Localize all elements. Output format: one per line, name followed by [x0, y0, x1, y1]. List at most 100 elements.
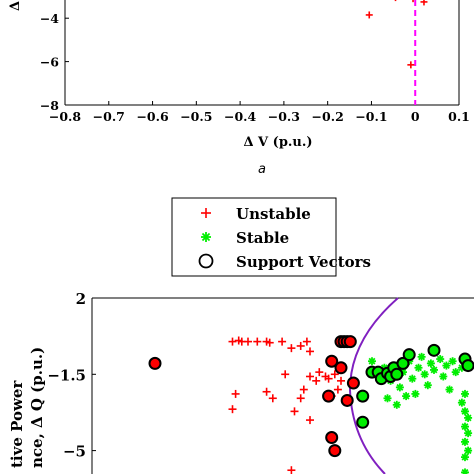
- top-x-ticks: −0.8 −0.7 −0.6 −0.5 −0.4 −0.3 −0.2 −0.1 0 0.1: [49, 101, 470, 124]
- top-x-tick-label: −0.1: [355, 109, 387, 124]
- bottom-support-vector: [148, 356, 162, 370]
- top-axes: [64, 0, 460, 106]
- bottom-unstable-point: [302, 337, 311, 346]
- bottom-stable-point: [457, 398, 466, 407]
- bottom-unstable-point: [306, 416, 314, 425]
- bottom-data-points: [148, 335, 474, 474]
- bottom-stable-point: [461, 437, 469, 446]
- bottom-axes: [91, 297, 474, 474]
- top-y-ticks: −4 −6 −8: [40, 11, 69, 113]
- top-y-tick-label: −4: [40, 11, 59, 26]
- bottom-unstable-point: [324, 374, 333, 383]
- bottom-support-vector: [340, 393, 354, 407]
- bottom-stable-point: [445, 385, 454, 394]
- top-plot: −0.8 −0.7 −0.6 −0.5 −0.4 −0.3 −0.2 −0.1 0 0.1 −4−…: [8, 0, 470, 177]
- bottom-support-vector: [402, 348, 416, 362]
- top-x-tick-label: 0.1: [448, 109, 470, 124]
- bottom-unstable-point: [281, 370, 290, 379]
- bottom-stable-point: [436, 355, 445, 364]
- bottom-unstable-point: [315, 368, 324, 377]
- bottom-stable-point: [464, 413, 473, 422]
- legend-label: Stable: [236, 229, 289, 247]
- bottom-unstable-point: [265, 338, 274, 347]
- bottom-stable-point: [402, 392, 411, 401]
- bottom-stable-point: [448, 357, 457, 366]
- top-unstable-point: [420, 0, 428, 6]
- bottom-stable-point: [395, 383, 404, 392]
- legend-label: Support Vectors: [236, 253, 371, 271]
- bottom-support-vector: [427, 343, 441, 357]
- bottom-unstable-point: [253, 337, 262, 346]
- bottom-y-tick-label: −5: [63, 443, 86, 461]
- bottom-stable-point: [451, 368, 460, 377]
- bottom-support-vector: [356, 415, 370, 429]
- subfigure-caption-a: a: [258, 162, 266, 177]
- bottom-unstable-point: [278, 337, 287, 346]
- bottom-y-ticks: 2 −1.5 −5: [47, 290, 96, 461]
- bottom-support-vector: [328, 444, 342, 458]
- top-unstable-point: [394, 0, 397, 2]
- bottom-stable-point: [423, 381, 432, 390]
- bottom-stable-point: [461, 453, 469, 462]
- bottom-unstable-point: [268, 394, 277, 403]
- bottom-support-vector: [325, 431, 339, 445]
- bottom-decision-boundary: [348, 297, 399, 474]
- bottom-support-vector: [461, 359, 474, 373]
- top-data-points: [365, 0, 428, 69]
- bottom-y-axis-label: tive Power nce, Δ Q (p.u.): [8, 347, 46, 468]
- top-x-tick-label: −0.8: [49, 109, 82, 124]
- top-x-tick-label: −0.4: [224, 109, 257, 124]
- bottom-y-tick-label: 2: [76, 290, 86, 308]
- legend: Unstable Stable Support Vectors: [171, 197, 371, 277]
- bottom-support-vector: [334, 361, 348, 375]
- legend-label: Unstable: [236, 205, 311, 223]
- bottom-unstable-point: [244, 337, 252, 346]
- bottom-stable-point: [442, 361, 451, 370]
- bottom-support-vector: [346, 376, 360, 390]
- bottom-unstable-point: [306, 372, 314, 381]
- bottom-stable-point: [461, 389, 469, 398]
- bottom-y-axis-label-line: nce, Δ Q (p.u.): [28, 347, 46, 468]
- top-unstable-point: [365, 11, 373, 19]
- bottom-stable-point: [430, 365, 438, 374]
- bottom-y-axis-label-line: tive Power: [8, 380, 26, 468]
- bottom-stable-point: [420, 370, 429, 379]
- top-x-axis-label: Δ V (p.u.): [243, 135, 312, 150]
- bottom-plot: 2 −1.5 −5 tive Power nce, Δ Q (p.u.): [8, 290, 474, 474]
- bottom-unstable-point: [228, 405, 237, 414]
- top-x-tick-label: −0.3: [268, 109, 300, 124]
- bottom-unstable-point: [299, 385, 308, 394]
- bottom-stable-point: [368, 357, 376, 366]
- bottom-stable-point: [411, 389, 420, 398]
- bottom-unstable-point: [290, 407, 299, 416]
- bottom-support-vector: [343, 335, 357, 349]
- legend-marker-plus: [201, 208, 211, 218]
- bottom-support-vector: [356, 389, 370, 403]
- bottom-stable-point: [414, 363, 423, 372]
- top-y-axis-label-fragment: Δ: [8, 1, 23, 11]
- bottom-stable-point: [426, 359, 435, 368]
- bottom-unstable-point: [287, 344, 296, 353]
- bottom-unstable-point: [296, 394, 305, 403]
- top-x-tick-label: −0.6: [136, 109, 169, 124]
- bottom-unstable-point: [337, 376, 345, 385]
- bottom-stable-point: [392, 400, 401, 409]
- top-x-tick-label: 0: [411, 109, 420, 124]
- bottom-y-tick-label: −1.5: [47, 366, 86, 384]
- top-x-tick-label: −0.2: [312, 109, 344, 124]
- legend-marker-circle: [198, 253, 214, 269]
- legend-marker-asterisk: [201, 232, 211, 242]
- top-y-tick-label: −6: [40, 55, 59, 70]
- bottom-unstable-point: [296, 341, 305, 350]
- top-x-tick-label: −0.7: [93, 109, 125, 124]
- bottom-support-vector: [322, 389, 336, 403]
- bottom-stable-point: [408, 374, 417, 383]
- bottom-support-vector: [325, 354, 339, 368]
- bottom-unstable-point: [306, 347, 314, 356]
- bottom-stable-point: [464, 446, 473, 455]
- bottom-unstable-point: [312, 376, 321, 385]
- bottom-boundary-arc: [348, 297, 399, 474]
- bottom-stable-point: [383, 394, 392, 403]
- bottom-support-vector: [396, 356, 410, 370]
